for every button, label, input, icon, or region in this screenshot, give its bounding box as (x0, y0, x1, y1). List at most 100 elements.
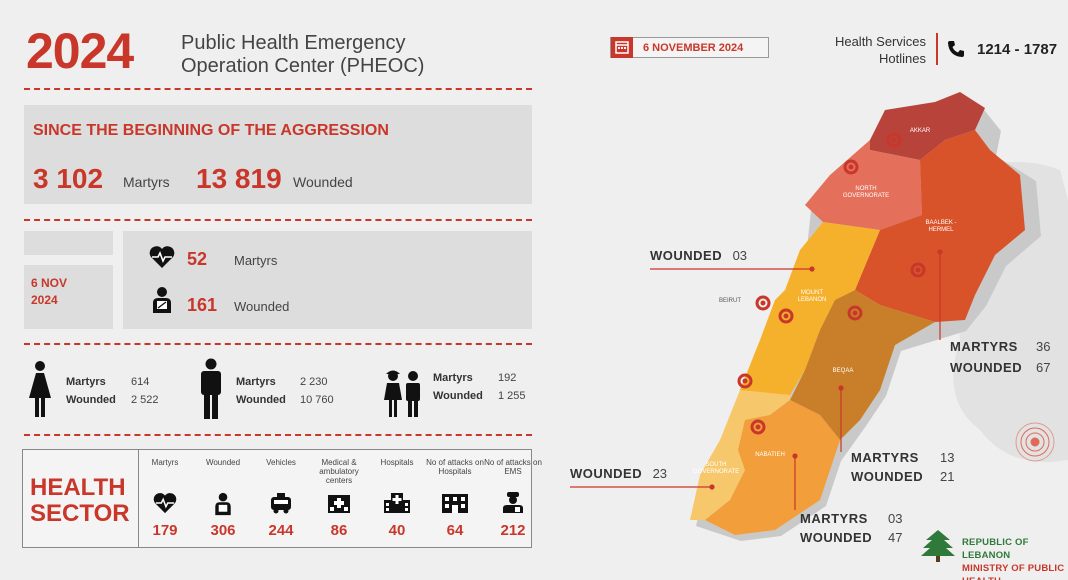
since-title: SINCE THE BEGINNING OF THE AGGRESSION (33, 122, 389, 139)
ministry-line1: REPUBLIC OF LEBANON (962, 537, 1029, 561)
hotline-divider (936, 33, 938, 65)
date-badge: 6 NOVEMBER 2024 (610, 37, 769, 58)
callout-lines (570, 249, 943, 510)
daily-wounded-value: 161 (187, 295, 218, 315)
divider (24, 434, 532, 436)
health-sector-columns: Martyrs 179 Wounded 306 Vehicles 244 Med… (136, 458, 542, 539)
divider (24, 219, 532, 221)
marker-south-north (737, 373, 753, 389)
divider (24, 88, 532, 90)
hotline-label-line1: Health Services (834, 34, 926, 49)
woman-icon (29, 361, 51, 417)
marker-beirut (755, 295, 771, 311)
since-wounded-value: 13 819 (196, 163, 282, 194)
daily-panel (123, 231, 532, 329)
hs-value-hospital-attacks: 64 (446, 522, 464, 539)
header-title-line2: Operation Center (PHEOC) (181, 55, 425, 77)
demo-children-values: 192 1 255 (498, 369, 526, 405)
demo-children-wounded-label: Wounded (433, 390, 483, 402)
header-title-line1: Public Health Emergency (181, 32, 406, 54)
demo-children: Martyrs Wounded (433, 369, 483, 405)
map-markers (737, 132, 926, 435)
demo-men-martyrs: 2 230 (300, 376, 328, 388)
since-martyrs-label: Martyrs (123, 174, 170, 190)
date-text: 6 NOVEMBER 2024 (643, 41, 744, 54)
callout-baalbek: MARTYRS 36 WOUNDED 67 (950, 336, 1050, 378)
demo-women-wounded: 2 522 (131, 394, 159, 406)
hospital-icon (384, 493, 410, 513)
marker-centers (742, 137, 921, 430)
ministry-name: REPUBLIC OF LEBANON MINISTRY OF PUBLIC H… (962, 536, 1068, 580)
hs-label-vehicles: Vehicles (266, 458, 296, 467)
hotline-label: Health Services Hotlines (800, 33, 926, 67)
region-name-south: SOUTH GOVERNORATE (693, 462, 740, 475)
demo-women-martyrs: 614 (131, 376, 150, 388)
marker-baalbek (910, 262, 926, 278)
region-name-akkar: AKKAR (909, 128, 931, 134)
marker-akkar (886, 132, 902, 148)
callout-nabatieh-martyrs-label: MARTYRS (800, 511, 868, 526)
daily-martyrs-label: Martyrs (234, 253, 278, 268)
demo-men-values: 2 230 10 760 (300, 373, 334, 409)
demo-children-martyrs-label: Martyrs (433, 372, 473, 384)
health-sector-divider (138, 449, 139, 548)
hs-value-martyrs: 179 (152, 522, 178, 539)
heart-pulse-icon (149, 246, 175, 268)
children-icon (384, 370, 420, 417)
ministry-line2: MINISTRY OF PUBLIC HEALTH (962, 563, 1065, 580)
since-martyrs-value: 3 102 (33, 163, 104, 194)
hs-label-martyrs: Martyrs (151, 458, 179, 467)
heart-pulse-icon (153, 493, 177, 514)
since-wounded-label: Wounded (293, 174, 353, 190)
calendar-icon (611, 37, 633, 58)
callout-baalbek-wounded-label: WOUNDED (950, 360, 1023, 375)
marker-mount-lebanon (778, 308, 794, 324)
region-nabatieh (705, 400, 840, 535)
hs-value-vehicles: 244 (268, 522, 294, 539)
demo-women-wounded-label: Wounded (66, 394, 116, 406)
callout-nabatieh: MARTYRS 03 WOUNDED 47 (800, 509, 902, 547)
hotline-label-line2: Hotlines (879, 51, 926, 66)
demo-women-martyrs-label: Martyrs (66, 376, 106, 388)
demo-children-wounded: 1 255 (498, 390, 526, 402)
marker-beqaa (847, 305, 863, 321)
callout-mount-lebanon-wounded-label: WOUNDED (650, 248, 723, 263)
callout-baalbek-wounded: 67 (1036, 360, 1051, 375)
hs-label-wounded: Wounded (205, 458, 241, 467)
hospital-attack-icon (442, 494, 468, 513)
callout-south: WOUNDED 23 (570, 465, 667, 483)
region-name-north: NORTH GOVERNORATE (842, 186, 890, 199)
callout-beqaa-martyrs-label: MARTYRS (851, 450, 919, 465)
region-name-nabatieh: NABATIEH (755, 452, 785, 458)
hs-col-hospital-attacks: No of attacks on Hospitals 64 (426, 458, 484, 539)
demo-women-values: 614 2 522 (131, 373, 159, 409)
hs-col-medical-centers: Medical & ambulatory centers 86 (310, 458, 368, 539)
health-sector-title: HEALTH SECTOR (30, 475, 130, 527)
wounded-person-icon (215, 492, 231, 516)
callout-beqaa-martyrs: 13 (940, 450, 955, 465)
daily-date-line2: 2024 (31, 293, 58, 307)
hs-label-medical-centers: Medical & ambulatory centers (319, 458, 359, 485)
demo-women: Martyrs Wounded (66, 373, 116, 409)
callout-mount-lebanon: WOUNDED 03 (650, 247, 747, 265)
demo-men: Martyrs Wounded (236, 373, 286, 409)
hs-value-hospitals: 40 (388, 522, 406, 539)
region-south (690, 390, 790, 520)
medical-center-icon (328, 495, 350, 513)
callout-baalbek-martyrs: 36 (1036, 339, 1051, 354)
header-title: Public Health Emergency Operation Center… (181, 32, 424, 78)
callout-baalbek-martyrs-label: MARTYRS (950, 339, 1018, 354)
phone-icon (948, 41, 964, 57)
lebanon-map (570, 92, 1068, 541)
header-year: 2024 (26, 23, 134, 79)
hs-label-ems-attacks: No of attacks on EMS (484, 458, 542, 476)
since-panel (24, 105, 532, 204)
daily-date: 6 NOV 2024 (31, 275, 67, 309)
cedar-logo-icon (921, 530, 955, 562)
daily-wounded-label: Wounded (234, 299, 290, 314)
callout-mount-lebanon-wounded: 03 (732, 248, 748, 263)
region-name-baalbek: BAALBEK - HERMEL (925, 220, 957, 233)
region-north (805, 140, 922, 230)
man-icon (201, 358, 221, 419)
hs-value-medical-centers: 86 (330, 522, 348, 539)
